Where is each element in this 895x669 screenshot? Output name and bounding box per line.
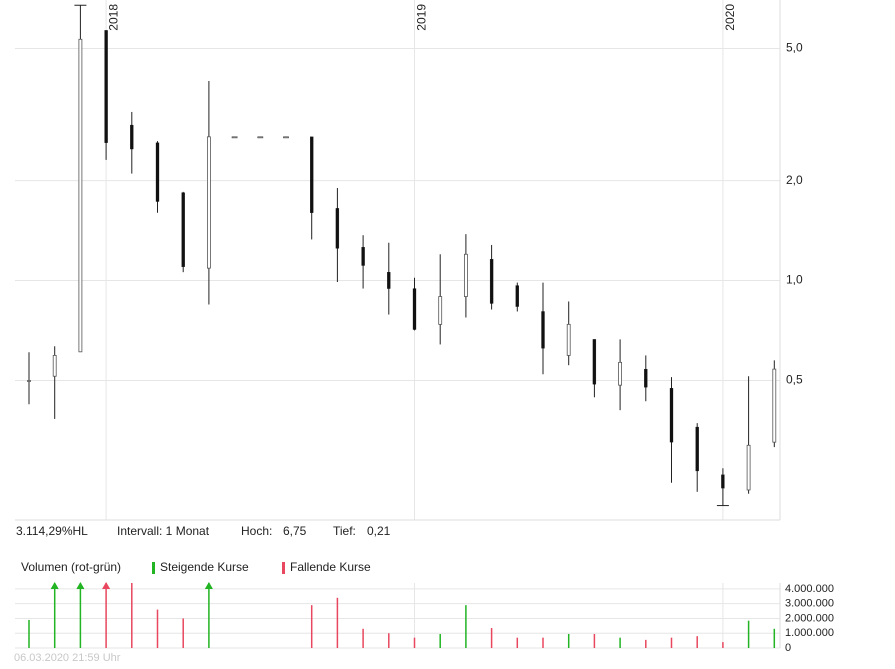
volume-bar (670, 637, 673, 648)
candle-body (515, 285, 519, 307)
candle-body (387, 272, 391, 289)
x-tick-label: 2019 (415, 4, 429, 31)
y-tick-label: 0,5 (786, 373, 803, 387)
y-tick-label: 1.000.000 (785, 627, 834, 639)
overflow-arrow (50, 582, 59, 590)
candle-body (104, 30, 108, 143)
volume-bar (310, 605, 313, 648)
volume-bar (336, 597, 339, 648)
overflow-arrow (102, 582, 111, 590)
candle-body (721, 474, 725, 489)
volume-title: Volumen (rot-grün) (21, 560, 121, 574)
volume-bar (28, 619, 30, 648)
candle-body (412, 288, 417, 330)
candle-body (181, 192, 185, 267)
volume-bar (105, 583, 107, 648)
x-tick-label: 2018 (106, 4, 120, 31)
y-tick-label: 1,0 (786, 273, 803, 287)
candle-body (592, 339, 597, 385)
legend-label: Steigende Kurse (160, 560, 249, 574)
volume-bar (182, 618, 184, 648)
volume-bar (156, 609, 159, 648)
volume-bar (53, 583, 56, 648)
candle-body (361, 247, 365, 266)
candle-body (695, 426, 699, 472)
volume-bar (439, 633, 441, 648)
volume-bar (645, 639, 647, 648)
volume-bar (413, 637, 416, 648)
candle-body (27, 380, 31, 382)
candle-body (772, 368, 777, 443)
legend-label: Fallende Kurse (290, 560, 371, 574)
candle-body (206, 136, 211, 269)
candle-body (618, 361, 622, 386)
volume-bar (567, 633, 570, 648)
candle-body (130, 124, 134, 150)
candle-body (231, 136, 238, 139)
volume-bar (362, 628, 364, 648)
y-tick-label: 2,0 (786, 173, 803, 187)
timestamp: 06.03.2020 21:59 Uhr (14, 652, 121, 664)
y-tick-label: 2.000.000 (785, 612, 834, 624)
candle-body (52, 355, 57, 377)
candle-body (463, 253, 468, 297)
volume-bar (79, 583, 82, 648)
candle-body (310, 136, 314, 213)
y-tick-label: 5,0 (786, 41, 803, 55)
volume-bar (619, 637, 621, 648)
candle-body (283, 136, 289, 139)
candle-body (566, 323, 571, 356)
overflow-arrow (204, 582, 213, 590)
volume-bar (747, 620, 750, 648)
legend-swatch (152, 562, 155, 574)
change-text: 3.114,29%HL (16, 524, 88, 538)
candle-body (155, 142, 160, 202)
candle-body (335, 208, 340, 249)
y-tick-label: 0 (785, 642, 791, 654)
candle-body (746, 444, 751, 491)
x-tick-label: 2020 (723, 4, 737, 31)
volume-bar (542, 637, 544, 648)
volume-bar (131, 583, 133, 648)
y-tick-label: 4.000.000 (785, 583, 834, 595)
low-label: Tief: (333, 524, 356, 538)
candle-body (644, 368, 648, 388)
candle-body (541, 311, 545, 349)
high-value: 6,75 (283, 524, 307, 538)
low-value: 0,21 (367, 524, 391, 538)
volume-bar (696, 636, 698, 648)
high-label: Hoch: (241, 524, 272, 538)
volume-bar (208, 583, 210, 648)
volume-bar (465, 605, 467, 648)
volume-bar (773, 628, 776, 648)
candle-body (257, 136, 264, 139)
y-tick-label: 3.000.000 (785, 598, 834, 610)
candle-body (438, 296, 443, 325)
candle-body (669, 388, 674, 443)
interval-text: Intervall: 1 Monat (117, 524, 210, 538)
overflow-arrow (76, 582, 85, 590)
volume-bar (490, 628, 493, 648)
volume-bar (388, 633, 390, 648)
legend-swatch (282, 562, 285, 574)
candle-body (489, 259, 494, 304)
volume-bar (593, 633, 596, 648)
volume-bar (516, 637, 519, 648)
volume-bar (722, 642, 724, 648)
candle-body (78, 38, 83, 353)
